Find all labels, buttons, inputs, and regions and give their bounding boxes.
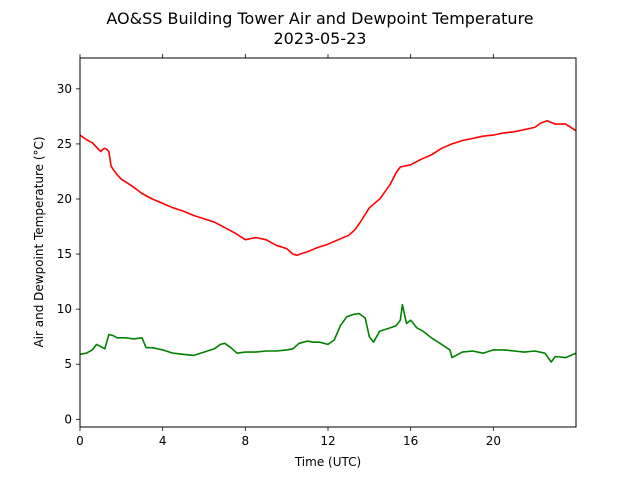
x-tick-label: 20	[486, 434, 501, 448]
y-tick-label: 15	[57, 247, 72, 261]
y-tick-label: 0	[64, 412, 72, 426]
y-tick-label: 10	[57, 302, 72, 316]
x-tick-label: 4	[159, 434, 167, 448]
y-tick-label: 25	[57, 137, 72, 151]
y-tick-label: 30	[57, 82, 72, 96]
series-line-1	[79, 120, 577, 256]
x-tick-label: 8	[242, 434, 250, 448]
y-axis-label: Air and Dewpoint Temperature (°C)	[32, 136, 46, 347]
x-axis: 0 4 8 12 16 20	[76, 54, 501, 448]
x-tick-label: 16	[403, 434, 418, 448]
chart-subtitle: 2023-05-23	[274, 29, 367, 48]
x-tick-label: 12	[320, 434, 335, 448]
y-tick-label: 20	[57, 192, 72, 206]
x-tick-label: 0	[76, 434, 84, 448]
y-axis: 0 5 10 15 20 25 30	[57, 82, 80, 426]
series-layer	[79, 120, 577, 363]
chart-title: AO&SS Building Tower Air and Dewpoint Te…	[106, 9, 533, 28]
series-line-2	[79, 303, 577, 363]
x-axis-label: Time (UTC)	[294, 455, 361, 469]
y-tick-label: 5	[64, 357, 72, 371]
